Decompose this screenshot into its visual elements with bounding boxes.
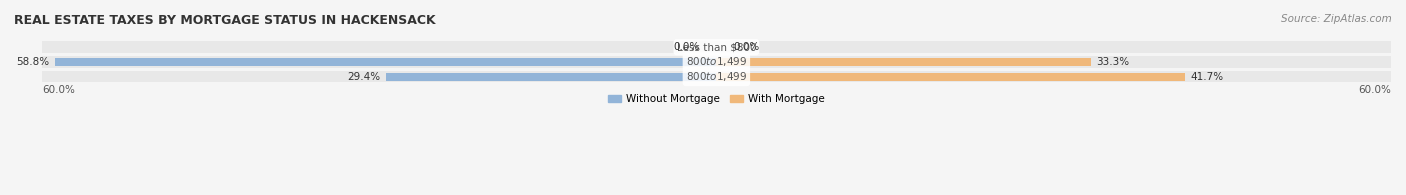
Text: Less than $800: Less than $800: [676, 42, 756, 52]
Text: 0.0%: 0.0%: [734, 42, 759, 52]
Text: 0.0%: 0.0%: [673, 42, 700, 52]
Text: $800 to $1,499: $800 to $1,499: [686, 70, 747, 83]
Bar: [717, 56, 1391, 68]
Bar: [717, 58, 1091, 66]
Bar: [385, 73, 717, 81]
Bar: [717, 71, 1391, 82]
Text: Source: ZipAtlas.com: Source: ZipAtlas.com: [1281, 14, 1392, 24]
Text: 29.4%: 29.4%: [347, 72, 380, 82]
Bar: [42, 41, 717, 53]
Bar: [717, 41, 1391, 53]
Legend: Without Mortgage, With Mortgage: Without Mortgage, With Mortgage: [605, 90, 828, 108]
Bar: [55, 58, 717, 66]
Bar: [42, 56, 717, 68]
Bar: [42, 71, 717, 82]
Text: 60.0%: 60.0%: [1358, 85, 1391, 95]
Text: REAL ESTATE TAXES BY MORTGAGE STATUS IN HACKENSACK: REAL ESTATE TAXES BY MORTGAGE STATUS IN …: [14, 14, 436, 27]
Bar: [717, 73, 1185, 81]
Text: 58.8%: 58.8%: [17, 57, 49, 67]
Text: 41.7%: 41.7%: [1191, 72, 1225, 82]
Text: $800 to $1,499: $800 to $1,499: [686, 55, 747, 68]
Text: 33.3%: 33.3%: [1097, 57, 1129, 67]
Text: 60.0%: 60.0%: [42, 85, 75, 95]
